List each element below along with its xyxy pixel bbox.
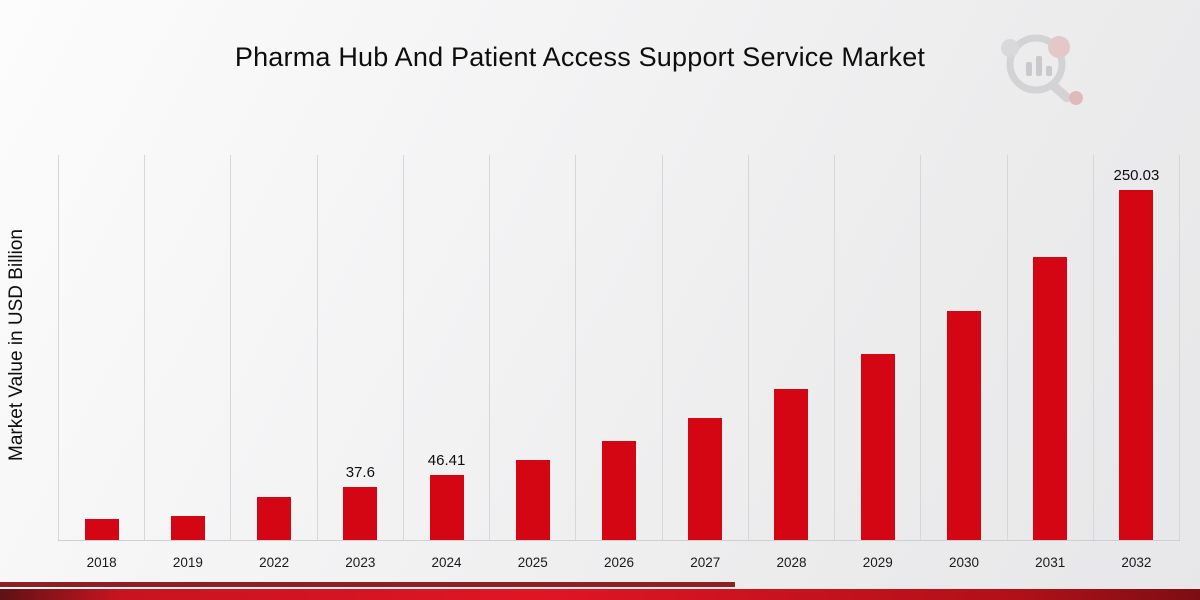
x-tick-label: 2018	[86, 555, 117, 570]
y-axis-label: Market Value in USD Billion	[6, 229, 27, 461]
x-tick-label: 2029	[862, 555, 893, 570]
bar-column: 2025	[489, 155, 575, 570]
footer-red-band	[0, 589, 1200, 600]
x-tick-label: 2019	[172, 555, 203, 570]
bar	[429, 475, 464, 540]
footer-accent-rule	[0, 582, 735, 587]
bar	[1119, 190, 1154, 540]
bar	[343, 487, 378, 540]
bar-value-label: 46.41	[427, 452, 466, 469]
bar	[774, 389, 809, 540]
x-axis-baseline	[58, 540, 1180, 541]
bar-column: 2027	[661, 155, 748, 570]
x-tick-label: 2023	[345, 555, 376, 570]
bar-column: 2031	[1006, 155, 1093, 570]
bar	[1033, 257, 1068, 540]
bar-value-label: 250.03	[1113, 167, 1160, 184]
x-tick-label: 2032	[1121, 555, 1152, 570]
bar-column: 2030	[920, 155, 1006, 570]
bar-value-label: 37.6	[345, 464, 375, 481]
bar	[257, 497, 292, 540]
plot-area: 2018 2019 2022 37.6 2023 46.41 2024 2025 2026 202…	[58, 155, 1181, 570]
bar-column: 250.03 2032	[1092, 155, 1181, 570]
bar	[515, 460, 550, 540]
bar	[84, 519, 119, 540]
bar-column: 2029	[834, 155, 920, 570]
x-tick-label: 2031	[1035, 555, 1066, 570]
market-research-magnifier-logo	[996, 30, 1088, 112]
bar	[602, 441, 637, 540]
x-tick-label: 2024	[431, 555, 462, 570]
bar-column: 2028	[747, 155, 834, 570]
bar	[946, 311, 981, 540]
x-tick-label: 2030	[948, 555, 979, 570]
x-tick-label: 2025	[517, 555, 548, 570]
bar-column: 2022	[230, 155, 316, 570]
bar-column: 2018	[58, 155, 144, 570]
bar-column: 37.6 2023	[316, 155, 403, 570]
x-tick-label: 2028	[776, 555, 807, 570]
x-tick-label: 2022	[259, 555, 290, 570]
x-tick-label: 2027	[690, 555, 721, 570]
bar	[688, 418, 723, 540]
x-tick-label: 2026	[604, 555, 635, 570]
bar-column: 46.41 2024	[402, 155, 489, 570]
bar	[170, 516, 205, 540]
bar	[860, 354, 895, 540]
chart-title: Pharma Hub And Patient Access Support Se…	[234, 42, 926, 72]
bar-column: 2026	[575, 155, 661, 570]
bar-column: 2019	[144, 155, 230, 570]
